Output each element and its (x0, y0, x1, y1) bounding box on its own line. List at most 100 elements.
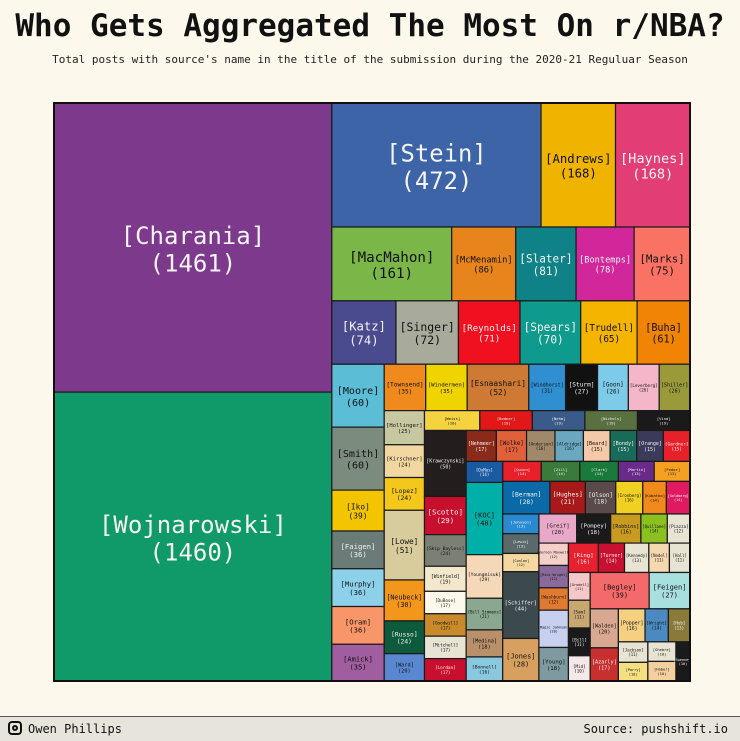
treemap-rect (423, 429, 467, 498)
cell-value-label: (26) (606, 388, 620, 395)
cell-value-label: (20) (448, 420, 457, 425)
treemap-cell: [Wojnarowski](1460) (53, 391, 333, 682)
treemap-cell: [Youngmisuk](29) (465, 554, 504, 599)
treemap-rect (495, 429, 528, 463)
cell-name-label: [Esnaashari] (470, 379, 526, 388)
cell-value-label: (1461) (150, 250, 237, 278)
treemap-cell: [Leverberg](26) (627, 363, 660, 412)
cell-name-label: [Vind] (657, 416, 671, 421)
treemap-cell: [Mick Wright](12) (538, 564, 570, 589)
cell-value-label: (31) (541, 388, 553, 394)
cell-value-label: (27) (661, 592, 678, 600)
cell-name-label: [Young] (542, 659, 566, 665)
cell-value-label: (26) (668, 388, 680, 394)
treemap-rect (423, 534, 467, 567)
treemap-rect (615, 480, 644, 515)
cell-name-label: [Leverberg] (630, 383, 658, 388)
cell-value-label: (16) (620, 529, 632, 535)
cell-name-label: [Schiffer] (505, 600, 537, 606)
cell-value-label: (20) (551, 530, 564, 536)
cell-name-label: [Buha] (645, 323, 682, 334)
cell-value-label: (11) (654, 558, 664, 563)
cell-name-label: [Washburn] (541, 594, 567, 600)
cell-name-label: [Sweeney] (673, 658, 692, 662)
treemap-cell: [Jones](28) (502, 637, 540, 682)
treemap-cell: [Lordan](17) (423, 657, 467, 682)
treemap-cell: [Krawczynski](50) (423, 429, 467, 498)
cell-name-label: [Mitchell] (432, 643, 458, 649)
treemap-cell: [Berman](28) (502, 480, 551, 515)
cell-name-label: [Bondy] (613, 441, 635, 447)
cell-value-label: (29) (479, 577, 490, 583)
treemap-cell: [Lopez](24) (383, 476, 426, 511)
cell-value-label: (11) (574, 642, 584, 647)
cell-name-label: [Vernon Maxwell] (537, 551, 571, 555)
treemap-cell: [Mid](10) (567, 655, 591, 682)
footer-bar: Owen Phillips Source: pushshift.io (0, 716, 740, 741)
cell-value-label: (13) (516, 524, 525, 529)
treemap-rect (567, 542, 599, 574)
cell-name-label: [Singer] (400, 320, 455, 334)
treemap-frame (53, 102, 691, 682)
treemap-rect (575, 226, 635, 302)
treemap-cells: [Charania](1461)[Wojnarowski](1460) [Stei… (53, 102, 692, 682)
cell-name-label: [Reynolds] (462, 323, 517, 334)
cell-value-label: (65) (598, 334, 620, 345)
treemap-cell: [Haber](10) (647, 660, 677, 682)
cell-name-label: [Mid] (573, 664, 586, 669)
treemap-cell: [Quillane](14) (640, 513, 668, 544)
treemap-cell: [Medina](18) (465, 629, 504, 658)
cell-name-label: [Goon] (602, 382, 623, 389)
cell-name-label: [Lopez] (391, 488, 418, 495)
cell-value-label: (13) (516, 543, 525, 548)
treemap-cell: [Young](18) (538, 646, 570, 682)
treemap-cell: [Wolke](17) (495, 429, 528, 463)
treemap-cell: [Goon](26) (596, 363, 629, 412)
treemap-rect (636, 429, 664, 463)
chart-subtitle: Total posts with source's name in the ti… (52, 53, 688, 66)
cell-value-label: (12) (548, 599, 558, 605)
cell-name-label: [Nehm] (552, 416, 566, 421)
cell-name-label: [Kubatko] (644, 493, 665, 498)
treemap-cell: [Popper](16) (617, 608, 646, 643)
cell-value-label: (17) (440, 670, 450, 676)
treemap-cell: [Hughes](21) (549, 480, 586, 515)
treemap-cell: [Zill](14) (540, 460, 581, 482)
treemap-cell: [Ward](20) (383, 653, 426, 682)
treemap-cell: [Russo](24) (383, 620, 426, 655)
cell-name-label: [Martin] (627, 467, 645, 472)
treemap-cell: [Weiss](20) (423, 410, 481, 432)
cell-name-label: [Anderson] (528, 441, 553, 446)
cell-value-label: (19) (659, 420, 668, 425)
cell-name-label: [Smith] (337, 449, 379, 460)
treemap-cell: [Fedor](13) (653, 460, 691, 482)
cell-value-label: (12) (674, 529, 684, 534)
cell-value-label: (15) (591, 447, 603, 453)
cell-name-label: [Quinn] (514, 467, 530, 472)
cell-name-label: [Stein] (386, 139, 487, 167)
treemap-cell: [Charania](1461) (53, 102, 333, 393)
treemap-cell: [Parry](10) (617, 661, 649, 682)
cell-value-label: (14) (556, 471, 565, 476)
treemap-cell: [Windermen](35) (425, 363, 468, 412)
cell-name-label: [Fedor] (664, 467, 680, 472)
treemap-cell: [Oram](36) (331, 605, 385, 645)
treemap-cell: [Windhorst](31) (528, 363, 567, 412)
cell-name-label: [Bontemps] (579, 256, 631, 266)
cell-value-label: (16) (624, 498, 634, 503)
cell-name-label: [Russo] (391, 631, 418, 638)
cell-name-label: [Hollinger] (386, 423, 422, 429)
cell-name-label: [Krawczynski] (426, 459, 464, 465)
cell-name-label: [Conlan] (512, 559, 529, 563)
treemap-chart: [Charania](1461)[Wojnarowski](1460) [Stei… (53, 102, 692, 682)
cell-value-label: (50) (439, 464, 451, 470)
cell-value-label: (39) (349, 511, 368, 520)
treemap-rect (582, 429, 611, 463)
cell-value-label: (44) (514, 606, 527, 612)
cell-value-label: (72) (413, 333, 441, 347)
cell-value-label: (24) (440, 551, 451, 557)
cell-value-label: (168) (560, 166, 597, 180)
cell-name-label: [Jones] (506, 653, 535, 661)
cell-value-label: (13) (667, 471, 676, 476)
cell-value-label: (24) (397, 495, 412, 502)
